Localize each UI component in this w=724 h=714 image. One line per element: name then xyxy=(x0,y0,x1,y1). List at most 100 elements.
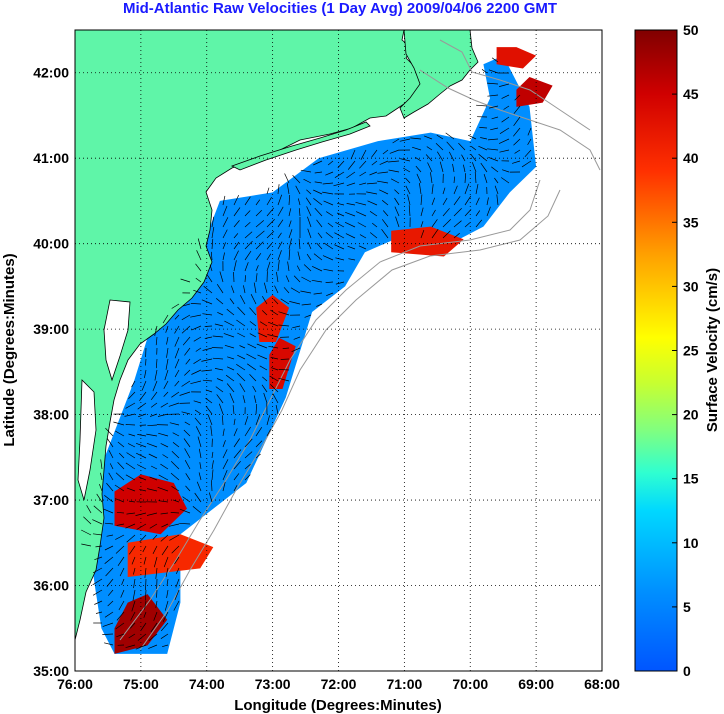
velocity-vector xyxy=(190,380,202,385)
velocity-vector xyxy=(146,512,158,516)
velocity-vector xyxy=(249,333,257,338)
velocity-vector xyxy=(133,567,136,575)
velocity-vector xyxy=(262,376,268,382)
velocity-vector xyxy=(436,134,444,140)
velocity-vector xyxy=(190,303,202,305)
velocity-vector xyxy=(166,347,169,358)
velocity-vector xyxy=(420,194,423,206)
velocity-vector xyxy=(307,228,312,239)
velocity-vector xyxy=(250,294,257,305)
velocity-vector xyxy=(344,221,356,228)
field-region xyxy=(114,594,168,654)
velocity-vector xyxy=(278,369,290,371)
velocity-vector xyxy=(476,104,488,107)
velocity-vector xyxy=(160,443,169,448)
velocity-vector xyxy=(270,357,279,360)
velocity-vector xyxy=(183,429,191,437)
velocity-vector xyxy=(431,228,439,239)
velocity-vector xyxy=(237,332,246,338)
velocity-vector xyxy=(100,459,103,470)
velocity-vector xyxy=(233,438,240,448)
velocity-vector xyxy=(104,522,114,525)
velocity-vector xyxy=(474,171,477,184)
velocity-vector xyxy=(226,308,235,316)
velocity-vector xyxy=(172,432,180,437)
velocity-vector xyxy=(162,644,169,648)
velocity-vector xyxy=(500,177,510,184)
velocity-vector xyxy=(125,644,136,648)
velocity-vector xyxy=(229,298,235,305)
velocity-vector xyxy=(233,207,241,217)
velocity-vector xyxy=(124,413,136,417)
velocity-vector xyxy=(494,177,499,184)
velocity-vector xyxy=(195,347,202,352)
velocity-vector xyxy=(172,499,180,503)
velocity-vector xyxy=(152,545,158,554)
velocity-vector xyxy=(442,230,451,239)
velocity-vector xyxy=(499,83,510,87)
velocity-vector xyxy=(431,184,434,195)
velocity-vector xyxy=(214,323,224,327)
velocity-vector xyxy=(487,148,499,151)
velocity-vector xyxy=(115,430,125,437)
velocity-vector xyxy=(501,116,510,123)
velocity-vector xyxy=(303,264,312,272)
velocity-vector xyxy=(388,169,400,173)
velocity-vector xyxy=(185,485,191,492)
velocity-vector xyxy=(346,203,356,206)
velocity-vector xyxy=(145,578,147,591)
land-cape-cod xyxy=(399,30,479,119)
velocity-vector xyxy=(129,622,136,629)
velocity-vector xyxy=(278,311,290,316)
velocity-vector xyxy=(185,473,191,481)
velocity-vector xyxy=(480,137,488,140)
velocity-vector xyxy=(394,197,400,206)
velocity-vector xyxy=(435,143,444,151)
velocity-vector xyxy=(475,184,479,195)
velocity-vector xyxy=(269,375,279,382)
velocity-vector xyxy=(255,440,263,448)
velocity-vector xyxy=(115,622,125,630)
velocity-vector xyxy=(334,171,345,178)
velocity-vector xyxy=(333,182,345,187)
colorbar-label: Surface Velocity (cm/s) xyxy=(704,268,721,432)
velocity-vector xyxy=(244,196,251,206)
velocity-vector xyxy=(133,578,136,589)
velocity-vector xyxy=(513,127,521,137)
velocity-vector xyxy=(298,208,301,217)
velocity-vector xyxy=(233,460,241,470)
velocity-vector xyxy=(127,443,136,448)
velocity-vector xyxy=(303,178,312,184)
velocity-vector xyxy=(218,403,224,415)
velocity-vector xyxy=(93,505,103,514)
velocity-vector xyxy=(128,433,136,437)
velocity-vector xyxy=(479,127,488,129)
velocity-vector xyxy=(92,519,103,525)
velocity-vector xyxy=(152,534,158,540)
velocity-vector xyxy=(268,345,279,349)
velocity-vector xyxy=(357,222,367,228)
velocity-vector xyxy=(117,462,125,470)
velocity-vector xyxy=(311,265,323,272)
velocity-vector xyxy=(171,450,180,459)
velocity-vector xyxy=(311,279,323,283)
velocity-vector xyxy=(222,217,229,228)
velocity-vector xyxy=(170,461,180,470)
velocity-vector xyxy=(172,442,180,448)
velocity-vector xyxy=(233,485,238,492)
velocity-vector xyxy=(501,94,510,99)
velocity-vector xyxy=(116,523,125,526)
velocity-vector xyxy=(106,438,114,448)
velocity-vector xyxy=(277,232,282,239)
velocity-vector xyxy=(243,285,246,294)
velocity-vector xyxy=(514,149,521,154)
velocity-vector xyxy=(280,358,290,360)
x-tick-label: 73:00 xyxy=(255,676,291,692)
velocity-vector xyxy=(325,232,334,239)
velocity-vector xyxy=(193,400,202,404)
velocity-vector xyxy=(181,411,191,415)
velocity-vector xyxy=(266,253,272,261)
velocity-vector xyxy=(146,442,158,448)
velocity-vector xyxy=(170,512,180,514)
velocity-vector xyxy=(407,194,411,206)
